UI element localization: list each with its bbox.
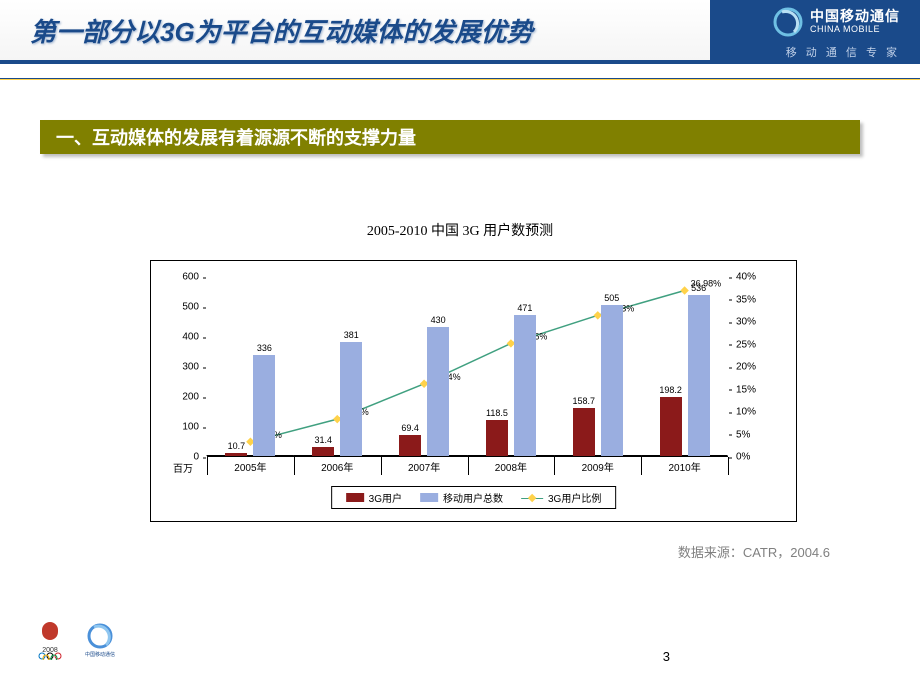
bar-group: 69.4 430 [399, 327, 449, 456]
china-mobile-small-logo-icon: 中国移动通信 [80, 620, 120, 670]
bar-3g-users: 118.5 [486, 420, 508, 456]
bar-value-label: 69.4 [401, 423, 419, 433]
y-left-tick: 600 [159, 272, 203, 283]
legend-label-3g-users: 3G用户 [369, 490, 402, 505]
bar-mobile-total: 505 [601, 305, 623, 457]
y-right-tick: 30% [732, 317, 788, 328]
chart-title: 2005-2010 中国 3G 用户数预测 [0, 220, 920, 240]
y-left-tick: 100 [159, 422, 203, 433]
bar-3g-users: 10.7 [225, 453, 247, 456]
x-category-label: 2007年 [381, 455, 468, 474]
bar-3g-users: 158.7 [573, 408, 595, 456]
brand-text: 中国移动通信 CHINA MOBILE [810, 9, 900, 34]
bar-value-label: 118.5 [486, 408, 508, 418]
data-source: 数据来源：CATR，2004.6 [678, 542, 830, 561]
bar-value-label: 198.2 [659, 385, 682, 395]
legend-item-3g-ratio: 3G用户比例 [521, 490, 601, 505]
bar-value-label: 471 [517, 303, 532, 313]
bar-group: 158.7 505 [573, 305, 623, 457]
bar-group: 118.5 471 [486, 315, 536, 456]
bar-group: 10.7 336 [225, 355, 275, 456]
y-right-tick: 35% [732, 294, 788, 305]
bar-value-label: 505 [604, 293, 619, 303]
bar-group: 31.4 381 [312, 342, 362, 456]
y-left-tick: 500 [159, 302, 203, 313]
bar-mobile-total: 471 [514, 315, 536, 456]
y-left-tick: 200 [159, 392, 203, 403]
bar-value-label: 381 [344, 330, 359, 340]
plot-area: 3.18%8.24%16.14%25.16%31.43%36.98% 2005年… [207, 277, 728, 457]
svg-text:中国移动通信: 中国移动通信 [85, 651, 115, 658]
divider-bar [0, 78, 920, 80]
bar-value-label: 10.7 [228, 441, 246, 451]
brand-cn: 中国移动通信 [810, 9, 900, 24]
legend-label-3g-ratio: 3G用户比例 [548, 490, 601, 505]
bar-value-label: 536 [691, 283, 706, 293]
x-category-label: 2008年 [467, 455, 554, 474]
x-category-label: 2006年 [294, 455, 381, 474]
beijing-2008-logo-icon: 2008 [30, 620, 70, 670]
y-axis-right: 0%5%10%15%20%25%30%35%40% [732, 277, 788, 457]
chart-inner: 0100200300400500600 3.18%8.24%16.14%25.1… [159, 269, 788, 513]
legend-item-3g-users: 3G用户 [346, 490, 402, 505]
bar-mobile-total: 336 [253, 355, 275, 456]
y-right-tick: 5% [732, 429, 788, 440]
bar-mobile-total: 536 [688, 295, 710, 456]
y-right-tick: 40% [732, 272, 788, 283]
y-right-tick: 25% [732, 339, 788, 350]
bar-value-label: 430 [431, 315, 446, 325]
bar-mobile-total: 381 [340, 342, 362, 456]
bar-value-label: 158.7 [572, 396, 595, 406]
swatch-mobile-total [420, 493, 438, 502]
y-axis-left: 0100200300400500600 [159, 277, 203, 457]
bar-mobile-total: 430 [427, 327, 449, 456]
page-number: 3 [663, 649, 670, 664]
y-left-tick: 400 [159, 332, 203, 343]
y-right-tick: 10% [732, 407, 788, 418]
y-axis-unit: 百万 [173, 460, 193, 475]
slide-title: 第一部分以3G为平台的互动媒体的发展优势 [30, 12, 533, 49]
bar-3g-users: 31.4 [312, 447, 334, 456]
chart-container: 0100200300400500600 3.18%8.24%16.14%25.1… [150, 260, 797, 522]
x-category-label: 2009年 [554, 455, 641, 474]
china-mobile-logo-icon [772, 6, 804, 38]
y-right-tick: 15% [732, 384, 788, 395]
y-left-tick: 300 [159, 362, 203, 373]
y-right-tick: 20% [732, 362, 788, 373]
swatch-3g-users [346, 493, 364, 502]
slide-header: 第一部分以3G为平台的互动媒体的发展优势 中国移动通信 CHINA MOBILE… [0, 0, 920, 64]
brand-en: CHINA MOBILE [810, 25, 900, 35]
bar-3g-users: 69.4 [399, 435, 421, 456]
footer-logos: 2008 中国移动通信 [30, 620, 120, 670]
swatch-3g-ratio [521, 494, 543, 502]
bar-value-label: 336 [257, 343, 272, 353]
bar-value-label: 31.4 [314, 435, 332, 445]
bar-group: 198.2 536 [660, 295, 710, 456]
legend-label-mobile-total: 移动用户总数 [443, 490, 503, 505]
brand-subtitle: 移 动 通 信 专 家 [786, 44, 900, 60]
line-overlay: 3.18%8.24%16.14%25.16%31.43%36.98% [207, 277, 728, 456]
section-heading: 一、互动媒体的发展有着源源不断的支撑力量 [40, 120, 860, 154]
bar-3g-users: 198.2 [660, 397, 682, 456]
chart-legend: 3G用户 移动用户总数 3G用户比例 [331, 486, 617, 509]
y-right-tick: 0% [732, 452, 788, 463]
legend-item-mobile-total: 移动用户总数 [420, 490, 503, 505]
brand-block: 中国移动通信 CHINA MOBILE [772, 6, 900, 38]
x-category-label: 2005年 [207, 455, 294, 474]
x-category-label: 2010年 [641, 455, 728, 474]
